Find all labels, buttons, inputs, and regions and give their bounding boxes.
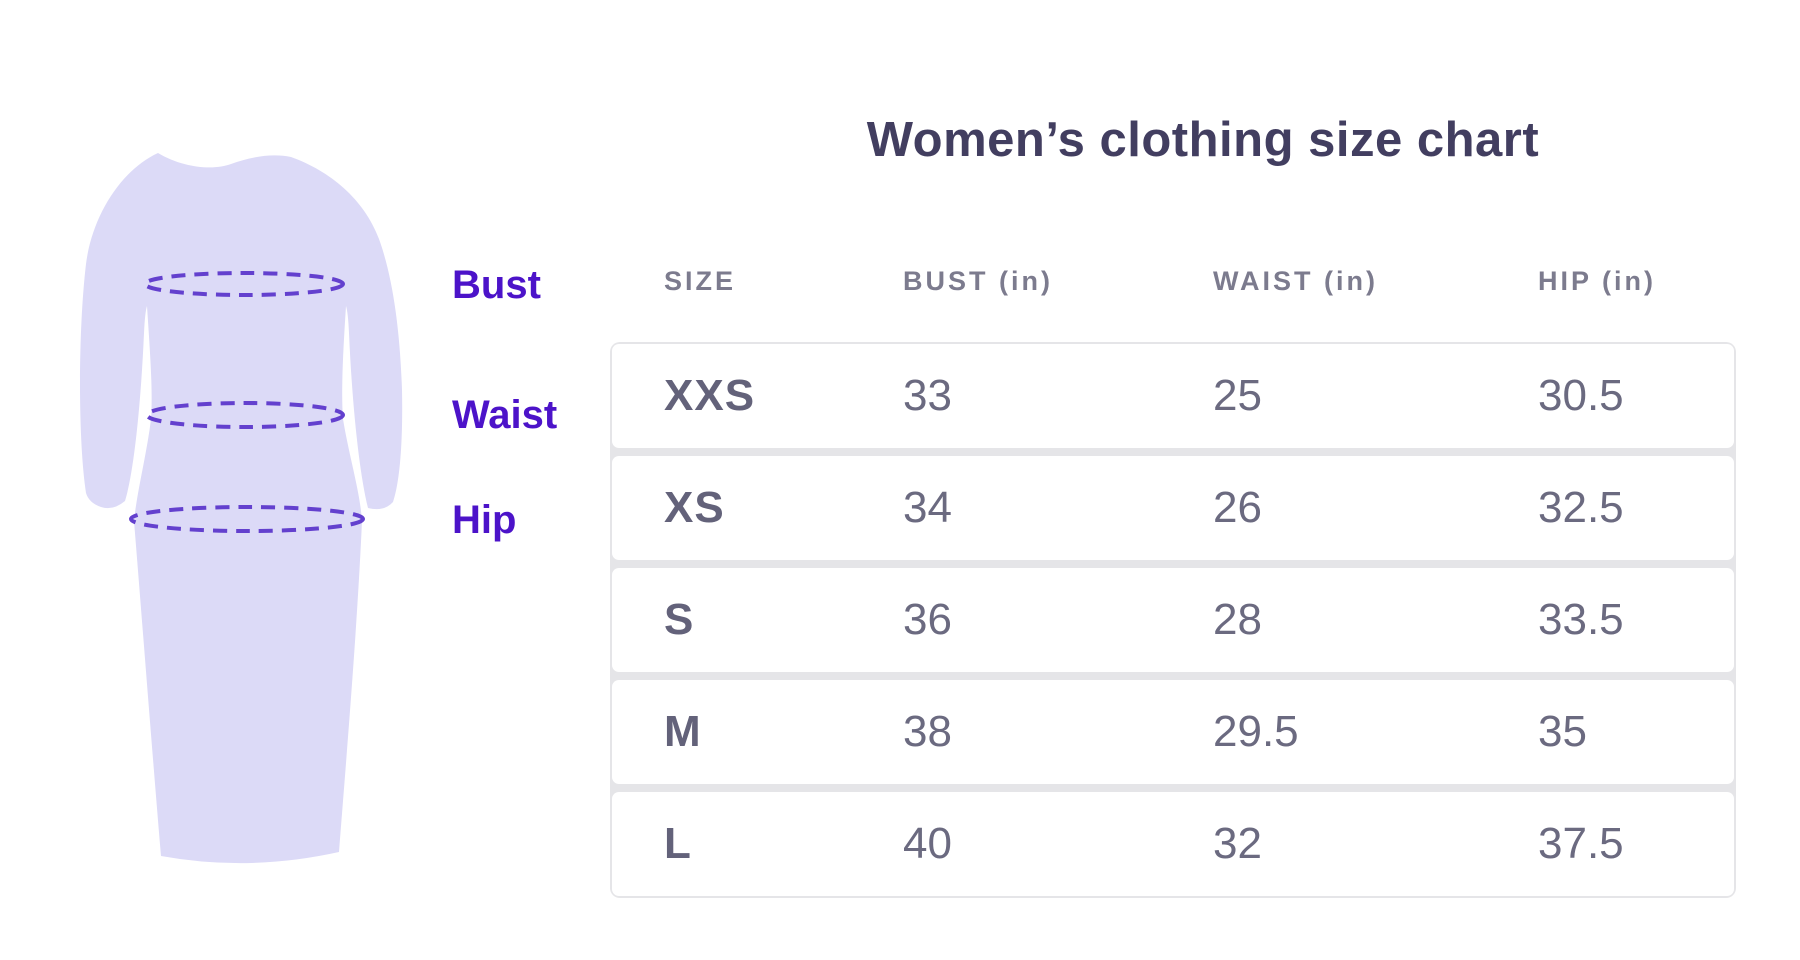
table-row: M 38 29.5 35 (612, 680, 1734, 784)
bust-cell: 36 (903, 595, 952, 644)
hip-label: Hip (452, 498, 517, 542)
size-cell: XXS (664, 371, 756, 420)
page-title: Women’s clothing size chart (866, 113, 1540, 167)
bust-cell: 34 (903, 483, 952, 532)
hip-measurement-line (129, 505, 365, 533)
hip-cell: 33.5 (1538, 595, 1624, 644)
column-header-bust: BUST (in) (903, 266, 1053, 296)
table-row: XXS 33 25 30.5 (612, 344, 1734, 448)
size-cell: S (664, 595, 695, 644)
bust-cell: 38 (903, 707, 952, 756)
waist-cell: 28 (1213, 595, 1262, 644)
table-row: L 40 32 37.5 (612, 792, 1734, 896)
hip-cell: 37.5 (1538, 819, 1624, 868)
waist-cell: 32 (1213, 819, 1262, 868)
size-table-body: XXS 33 25 30.5 XS 34 26 32.5 S 36 28 33.… (610, 342, 1736, 898)
waist-measurement-line (145, 401, 345, 429)
column-header-hip: HIP (in) (1538, 266, 1656, 296)
table-header-row: SIZE BUST (in) WAIST (in) HIP (in) (612, 266, 1734, 297)
column-header-waist: WAIST (in) (1213, 266, 1378, 296)
size-cell: L (664, 819, 692, 868)
waist-cell: 25 (1213, 371, 1262, 420)
hip-cell: 32.5 (1538, 483, 1624, 532)
bust-cell: 40 (903, 819, 952, 868)
hip-cell: 35 (1538, 707, 1587, 756)
waist-cell: 26 (1213, 483, 1262, 532)
waist-label: Waist (452, 393, 558, 437)
waist-cell: 29.5 (1213, 707, 1299, 756)
table-row: XS 34 26 32.5 (612, 456, 1734, 560)
size-cell: M (664, 707, 702, 756)
dress-illustration (80, 153, 403, 864)
hip-cell: 30.5 (1538, 371, 1624, 420)
size-cell: XS (664, 483, 725, 532)
bust-cell: 33 (903, 371, 952, 420)
column-header-size: SIZE (664, 266, 737, 296)
bust-measurement-line (143, 271, 345, 297)
bust-label: Bust (452, 263, 541, 307)
table-row: S 36 28 33.5 (612, 568, 1734, 672)
